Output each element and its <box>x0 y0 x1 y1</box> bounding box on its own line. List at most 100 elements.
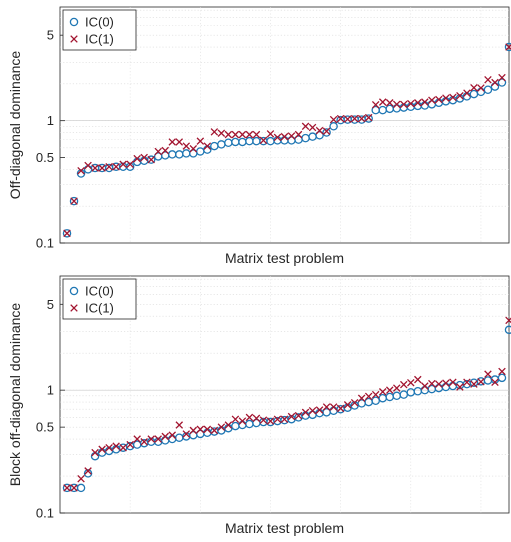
data-point-ic1 <box>435 95 443 104</box>
data-point-ic1 <box>477 378 485 386</box>
data-point-ic1 <box>322 127 331 135</box>
data-point-ic1 <box>449 93 457 102</box>
data-point-ic1 <box>414 99 422 107</box>
legend-circle-marker <box>69 286 79 296</box>
y-tick-label: 0.1 <box>36 236 54 251</box>
data-point-ic1 <box>259 416 268 424</box>
data-point-ic1 <box>329 115 338 124</box>
data-point-ic1 <box>336 404 345 413</box>
data-point-ic1 <box>196 137 205 145</box>
data-point-ic1 <box>196 425 205 434</box>
data-point-ic1 <box>435 380 443 388</box>
data-point-ic1 <box>98 445 106 454</box>
data-point-ic0 <box>371 396 380 406</box>
data-point-ic1 <box>203 142 212 150</box>
top-legend-entry-ic0: IC(0) <box>85 15 114 30</box>
top-legend-circle-icon <box>69 17 79 27</box>
top-panel: 0.1 0.5 1 5 Matrix test problem Off-diagona… <box>7 6 511 266</box>
data-point-ic1 <box>105 163 113 171</box>
data-point-ic1 <box>343 401 352 409</box>
data-point-ic1 <box>231 130 240 139</box>
data-point-ic1 <box>421 98 429 106</box>
data-point-ic1 <box>245 130 254 139</box>
data-point-ic1 <box>91 164 99 172</box>
data-point-ic0 <box>69 196 79 206</box>
data-point-ic0 <box>497 78 507 87</box>
data-point-ic1 <box>336 114 345 123</box>
data-point-ic1 <box>456 383 464 391</box>
bottom-legend-entry-ic0: IC(0) <box>85 284 114 299</box>
top-y-axis-label: Off-diagonal dominance <box>7 51 23 200</box>
y-tick-label: 5 <box>47 297 54 312</box>
data-point-ic1 <box>392 384 401 392</box>
data-point-ic1 <box>407 99 415 108</box>
data-point-ic1 <box>63 484 71 492</box>
data-point-ic0 <box>504 325 511 335</box>
data-point-ic1 <box>442 94 450 102</box>
data-point-ic1 <box>238 130 247 139</box>
data-point-ic1 <box>84 161 92 170</box>
data-point-ic1 <box>498 367 506 376</box>
bottom-data-marks <box>62 316 511 493</box>
data-point-ic1 <box>91 448 99 457</box>
data-point-ic1 <box>147 435 155 443</box>
data-point-ic1 <box>371 390 380 399</box>
data-point-ic1 <box>210 426 219 435</box>
data-point-ic1 <box>428 96 436 104</box>
data-point-ic1 <box>210 128 219 136</box>
data-point-ic0 <box>146 155 156 164</box>
data-point-ic1 <box>147 155 155 164</box>
bottom-legend-entry-ic1: IC(1) <box>85 301 114 316</box>
data-point-ic1 <box>252 414 261 423</box>
data-point-ic1 <box>505 316 511 325</box>
data-point-ic0 <box>364 114 373 123</box>
data-point-ic1 <box>287 412 296 421</box>
data-point-ic1 <box>392 100 401 109</box>
bottom-legend: IC(0) IC(1) <box>62 278 137 320</box>
data-point-ic1 <box>385 386 394 394</box>
data-point-ic1 <box>484 370 492 378</box>
data-point-ic1 <box>175 421 184 429</box>
bottom-y-axis-label: Block off-diagonal dominance <box>7 303 23 487</box>
data-point-ic1 <box>350 398 359 407</box>
data-point-ic1 <box>70 484 78 492</box>
data-point-ic1 <box>442 379 450 387</box>
bottom-panel: 0.1 0.5 1 5 Matrix test problem Block off-d… <box>7 275 511 536</box>
data-point-ic1 <box>364 392 373 401</box>
data-point-ic1 <box>428 379 436 388</box>
top-x-axis-label: Matrix test problem <box>225 250 344 266</box>
top-y-ticks: 0.1 0.5 1 5 <box>36 28 65 251</box>
data-point-ic1 <box>329 403 338 411</box>
data-point-ic0 <box>504 42 511 52</box>
data-point-ic1 <box>308 123 317 132</box>
data-point-ic1 <box>70 197 78 205</box>
data-point-ic1 <box>217 129 226 137</box>
data-point-ic1 <box>182 142 191 150</box>
data-point-ic1 <box>133 154 141 163</box>
data-point-ic1 <box>182 430 191 438</box>
data-point-ic1 <box>203 425 212 434</box>
data-point-ic1 <box>301 408 310 417</box>
data-point-ic0 <box>83 469 93 478</box>
y-tick-label: 1 <box>47 383 54 398</box>
data-point-ic1 <box>77 166 85 175</box>
data-point-ic1 <box>322 403 331 411</box>
data-point-ic1 <box>400 100 408 109</box>
data-point-ic1 <box>161 432 169 441</box>
top-data-marks <box>62 42 511 238</box>
data-point-ic1 <box>231 415 240 423</box>
data-point-ic1 <box>498 73 506 82</box>
top-legend-entry-ic1: IC(1) <box>85 32 114 47</box>
data-point-ic1 <box>371 100 380 109</box>
data-point-ic1 <box>266 417 275 425</box>
data-point-ic1 <box>491 378 499 387</box>
data-point-ic0 <box>125 162 135 172</box>
y-tick-label: 0.5 <box>36 420 54 435</box>
data-point-ic0 <box>322 128 331 137</box>
y-tick-label: 5 <box>47 28 54 43</box>
data-point-ic1 <box>154 147 162 156</box>
data-point-ic1 <box>266 130 275 138</box>
bottom-y-ticks: 0.1 0.5 1 5 <box>36 297 65 521</box>
data-point-ic1 <box>154 435 162 443</box>
